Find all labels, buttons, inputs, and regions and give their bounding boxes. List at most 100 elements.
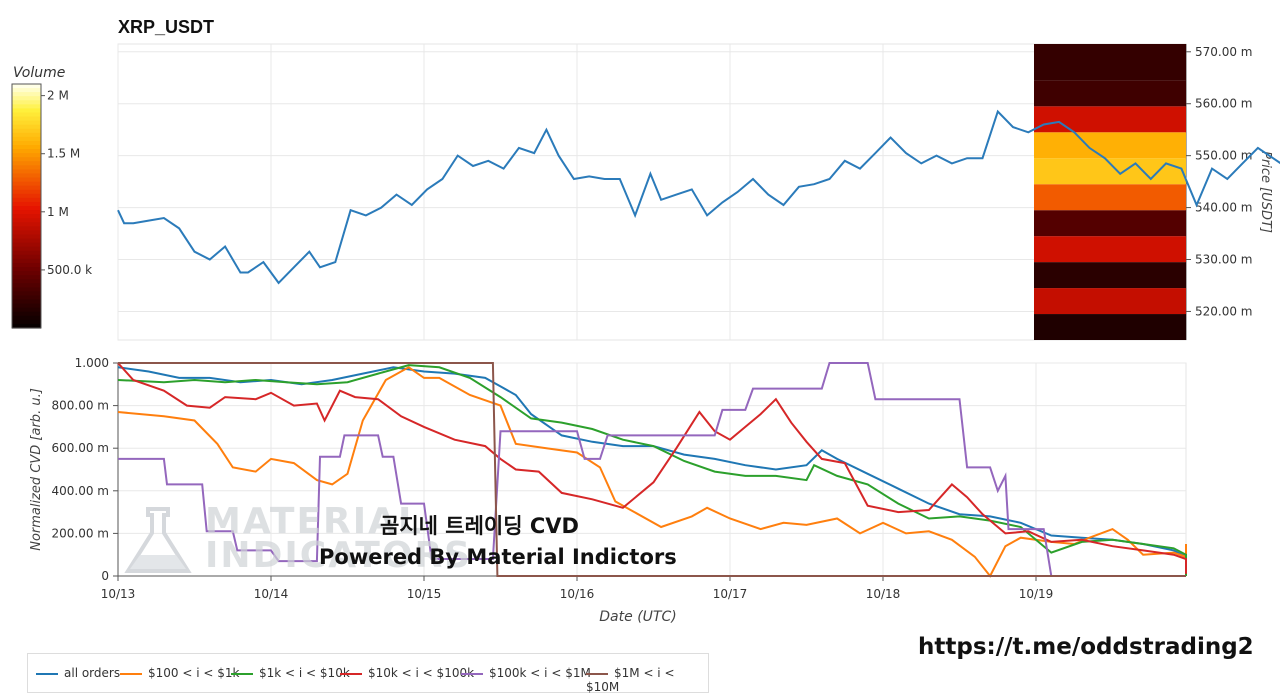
colorbar-segment bbox=[12, 254, 41, 260]
heatmap-bin bbox=[1034, 184, 1186, 211]
colorbar-segment bbox=[12, 238, 41, 244]
colorbar-segment bbox=[12, 307, 41, 313]
cvd-line-s5 bbox=[118, 362, 1186, 577]
colorbar-tick-label: 2 M bbox=[47, 89, 69, 103]
legend-item-s3[interactable]: $10k < i < $100k bbox=[340, 666, 474, 682]
cvd-line-s3 bbox=[117, 362, 1187, 574]
colorbar-segment bbox=[12, 88, 41, 93]
colorbar-segment bbox=[12, 108, 41, 114]
x-tick-label: 10/19 bbox=[1019, 587, 1054, 601]
colorbar-segment bbox=[12, 157, 41, 162]
legend-item-s5[interactable]: $1M < i < $10M bbox=[586, 666, 675, 694]
colorbar-segment bbox=[12, 283, 41, 288]
flask-watermark-icon bbox=[124, 507, 192, 573]
overlay-powered-by: Powered By Material Indictors bbox=[319, 545, 677, 569]
x-tick-label: 10/13 bbox=[101, 587, 136, 601]
price-line bbox=[117, 109, 1280, 285]
price-chart: 520.00 m 530.00 m 540.00 m 550.00 m 560.00 m… bbox=[117, 43, 1273, 341]
colorbar-segment bbox=[12, 250, 41, 256]
telegram-url[interactable]: https://t.me/oddstrading2 bbox=[918, 634, 1254, 660]
x-tick-label: 10/17 bbox=[713, 587, 748, 601]
colorbar-segment bbox=[12, 116, 41, 122]
colorbar-segment bbox=[12, 96, 41, 101]
legend-swatch bbox=[231, 672, 253, 675]
heatmap-bin bbox=[1034, 236, 1186, 263]
price-tick-label: 570.00 m bbox=[1195, 45, 1253, 59]
heatmap-bin bbox=[1034, 106, 1186, 133]
colorbar-segment bbox=[12, 303, 41, 309]
colorbar-segment bbox=[12, 149, 41, 154]
colorbar-segment bbox=[12, 161, 41, 166]
colorbar-segment bbox=[12, 112, 41, 118]
heatmap-bin bbox=[1034, 262, 1186, 289]
legend-swatch bbox=[461, 672, 483, 675]
colorbar-segment bbox=[12, 120, 41, 126]
cvd-tick-label: 800.00 m bbox=[52, 399, 110, 413]
legend-swatch bbox=[36, 672, 58, 675]
cvd-line-s2 bbox=[117, 364, 1187, 576]
legend-swatch bbox=[586, 672, 608, 675]
colorbar-segment bbox=[12, 177, 41, 183]
colorbar-segment bbox=[12, 275, 41, 280]
colorbar-segment bbox=[12, 128, 41, 134]
colorbar-segment bbox=[12, 165, 41, 170]
colorbar-segment bbox=[12, 234, 41, 240]
x-tick-label: 10/16 bbox=[560, 587, 595, 601]
heatmap-bin bbox=[1034, 132, 1186, 159]
colorbar-segment bbox=[12, 169, 41, 175]
colorbar-segment bbox=[12, 267, 41, 272]
price-tick-label: 560.00 m bbox=[1195, 97, 1253, 111]
colorbar-segment bbox=[12, 271, 41, 276]
colorbar-segment bbox=[12, 279, 41, 284]
legend: all orders $100 < i < $1k $1k < i < $10k… bbox=[27, 653, 709, 694]
colorbar-segment bbox=[12, 258, 41, 264]
cvd-line-s4 bbox=[118, 362, 1053, 577]
legend-item-s1[interactable]: $100 < i < $1k bbox=[120, 666, 239, 682]
heatmap-bin bbox=[1034, 80, 1186, 107]
overlay-title-korean: 곰지네 트레이딩 CVD bbox=[380, 514, 579, 538]
cvd-chart: 0 200.00 m 400.00 m 600.00 m 800.00 m 1.000 10… bbox=[29, 356, 1187, 625]
colorbar-segment bbox=[12, 242, 41, 248]
colorbar-tick-label: 1 M bbox=[47, 205, 69, 219]
colorbar-segment bbox=[12, 136, 41, 142]
colorbar-segment bbox=[12, 323, 41, 329]
colorbar-segment bbox=[12, 315, 41, 321]
colorbar-segment bbox=[12, 189, 41, 195]
legend-item-s4[interactable]: $100k < i < $1M bbox=[461, 666, 591, 682]
colorbar-segment bbox=[12, 132, 41, 138]
cvd-tick-label: 400.00 m bbox=[52, 484, 110, 498]
cvd-tick-label: 200.00 m bbox=[52, 526, 110, 540]
cvd-tick-label: 0 bbox=[101, 569, 109, 583]
colorbar-segment bbox=[12, 210, 41, 215]
colorbar-tick-label: 1.5 M bbox=[47, 147, 80, 161]
colorbar-segment bbox=[12, 319, 41, 325]
colorbar-segment bbox=[12, 206, 41, 211]
colorbar-segment bbox=[12, 299, 41, 305]
colorbar-segment bbox=[12, 262, 41, 268]
colorbar-segment bbox=[12, 84, 41, 89]
colorbar-segment bbox=[12, 230, 41, 236]
volume-heatmap bbox=[117, 44, 1280, 340]
colorbar-segment bbox=[12, 226, 41, 231]
heatmap-bin bbox=[1034, 288, 1186, 315]
colorbar-segment bbox=[12, 100, 41, 105]
colorbar-segment bbox=[12, 153, 41, 158]
colorbar-segment bbox=[12, 92, 41, 97]
legend-swatch bbox=[340, 672, 362, 675]
legend-item-all[interactable]: all orders bbox=[36, 666, 120, 682]
x-axis-label: Date (UTC) bbox=[599, 609, 676, 625]
colorbar-segment bbox=[12, 193, 41, 199]
colorbar-segment bbox=[12, 214, 41, 219]
colorbar-segment bbox=[12, 295, 41, 301]
colorbar-segment bbox=[12, 201, 41, 207]
legend-swatch bbox=[120, 672, 142, 675]
cvd-tick-label: 1.000 bbox=[75, 356, 109, 370]
colorbar-label: Volume bbox=[13, 65, 65, 81]
colorbar-segment bbox=[12, 145, 41, 150]
watermark-text: MATERIAL INDICATORS bbox=[205, 501, 473, 576]
price-tick-label: 550.00 m bbox=[1195, 149, 1253, 163]
legend-item-s2[interactable]: $1k < i < $10k bbox=[231, 666, 350, 682]
colorbar-segment bbox=[12, 104, 41, 109]
x-tick-label: 10/18 bbox=[866, 587, 901, 601]
